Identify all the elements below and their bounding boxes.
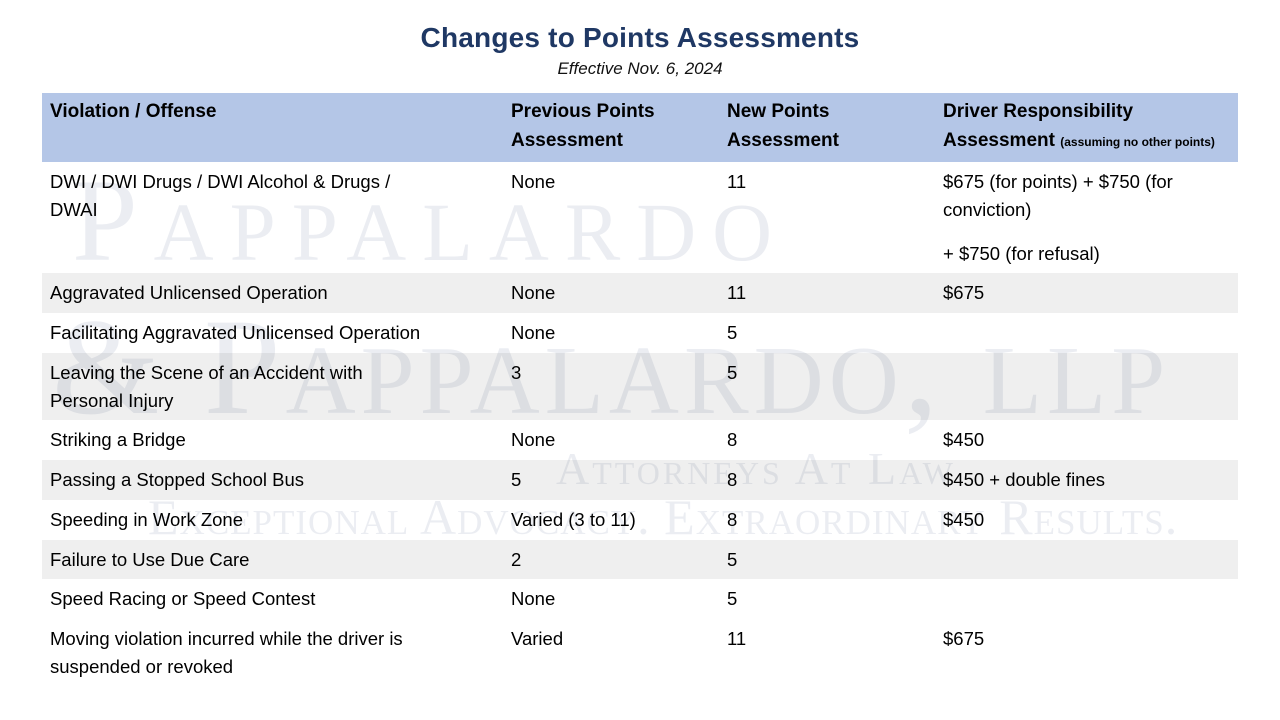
header-new-points: New Points Assessment xyxy=(719,93,935,162)
table-header-row: Violation / Offense Previous Points Asse… xyxy=(42,93,1238,162)
driver-responsibility-cell xyxy=(935,579,1238,619)
previous-points-cell: 3 xyxy=(503,352,719,421)
offense-cell: Moving violation incurred while the driv… xyxy=(50,628,403,677)
driver-responsibility-cell xyxy=(935,539,1238,580)
driver-responsibility-cell xyxy=(935,313,1238,353)
previous-points-cell: None xyxy=(511,588,556,610)
header-violation-offense: Violation / Offense xyxy=(42,93,503,162)
offense-cell: Striking a Bridge xyxy=(50,429,186,451)
page-title: Changes to Points Assessments xyxy=(420,22,860,53)
table-row: Speed Racing or Speed Contest None 5 xyxy=(42,579,1238,619)
new-points-cell: 8 xyxy=(719,460,935,500)
table-row: Aggravated Unlicensed Operation None 11 … xyxy=(42,273,1238,313)
table-row: Speeding in Work Zone Varied (3 to 11) 8… xyxy=(42,500,1238,540)
dra-amount: $675 (for points) + $750 (for conviction… xyxy=(943,171,1173,220)
previous-points-cell: 2 xyxy=(503,539,719,580)
table-row: DWI / DWI Drugs / DWI Alcohol & Drugs / … xyxy=(42,162,1238,273)
header-driver-responsibility-note: (assuming no other points) xyxy=(1060,134,1215,149)
offense-cell: Leaving the Scene of an Accident with Pe… xyxy=(42,352,503,421)
previous-points-cell: None xyxy=(511,171,556,192)
new-points-cell: 11 xyxy=(719,273,935,313)
driver-responsibility-cell: $450 xyxy=(943,429,985,451)
header-previous-points: Previous Points Assessment xyxy=(503,93,719,162)
driver-responsibility-cell xyxy=(935,352,1238,421)
table-row: Moving violation incurred while the driv… xyxy=(42,619,1238,687)
driver-responsibility-cell: $675 xyxy=(935,273,1238,313)
dra-amount-extra: + $750 (for refusal) xyxy=(943,242,1100,264)
table-row: Failure to Use Due Care 2 5 xyxy=(42,539,1238,580)
new-points-cell: 5 xyxy=(727,322,738,343)
driver-responsibility-cell: $675 xyxy=(943,628,985,649)
points-assessment-table: Violation / Offense Previous Points Asse… xyxy=(42,93,1238,687)
table-row: Leaving the Scene of an Accident with Pe… xyxy=(42,352,1238,421)
previous-points-cell: Varied xyxy=(511,628,564,649)
new-points-cell: 5 xyxy=(719,539,935,580)
offense-cell: Failure to Use Due Care xyxy=(42,539,503,580)
table-row: Striking a Bridge None 8 $450 xyxy=(42,420,1238,460)
offense-cell: Aggravated Unlicensed Operation xyxy=(42,273,503,313)
offense-cell: Facilitating Aggravated Unlicensed Opera… xyxy=(50,322,421,343)
offense-cell: Speeding in Work Zone xyxy=(50,508,243,530)
effective-date-subtitle: Effective Nov. 6, 2024 xyxy=(557,59,723,78)
driver-responsibility-cell: $450 + double fines xyxy=(935,460,1238,500)
driver-responsibility-cell: $450 xyxy=(943,508,985,530)
new-points-cell: 8 xyxy=(727,508,738,530)
new-points-cell: 11 xyxy=(727,171,747,192)
previous-points-cell: 5 xyxy=(503,460,719,500)
offense-cell: DWI / DWI Drugs / DWI Alcohol & Drugs / … xyxy=(50,171,391,220)
previous-points-cell: None xyxy=(503,273,719,313)
new-points-cell: 11 xyxy=(727,628,747,649)
new-points-cell: 5 xyxy=(719,352,935,421)
new-points-cell: 8 xyxy=(727,429,738,451)
offense-cell: Passing a Stopped School Bus xyxy=(42,460,503,500)
table-row: Facilitating Aggravated Unlicensed Opera… xyxy=(42,313,1238,353)
new-points-cell: 5 xyxy=(727,588,738,610)
previous-points-cell: None xyxy=(511,429,556,451)
driver-responsibility-cell: $675 (for points) + $750 (for conviction… xyxy=(935,162,1238,273)
header-driver-responsibility: Driver Responsibility Assessment (assumi… xyxy=(935,93,1238,162)
previous-points-cell: Varied (3 to 11) xyxy=(511,508,636,530)
offense-cell: Speed Racing or Speed Contest xyxy=(50,588,316,610)
table-row: Passing a Stopped School Bus 5 8 $450 + … xyxy=(42,460,1238,500)
previous-points-cell: None xyxy=(511,322,556,343)
